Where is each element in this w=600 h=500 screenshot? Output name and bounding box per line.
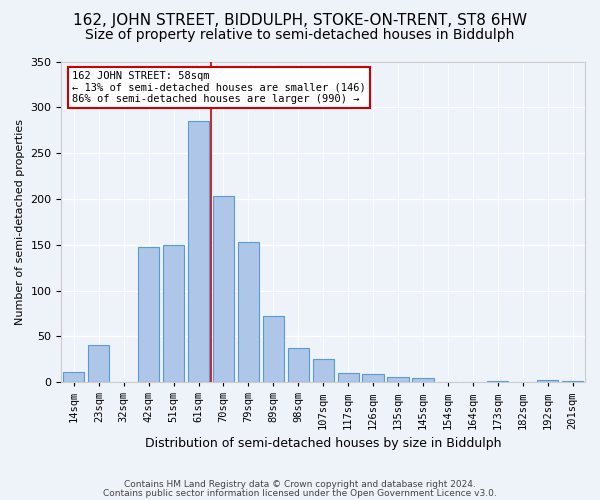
Text: Contains public sector information licensed under the Open Government Licence v3: Contains public sector information licen… [103, 488, 497, 498]
Bar [388, 376, 409, 382]
Bar [287, 348, 309, 382]
Text: Contains HM Land Registry data © Crown copyright and database right 2024.: Contains HM Land Registry data © Crown c… [124, 480, 476, 489]
Bar [138, 246, 159, 382]
Bar [313, 359, 334, 382]
Text: 162, JOHN STREET, BIDDULPH, STOKE-ON-TRENT, ST8 6HW: 162, JOHN STREET, BIDDULPH, STOKE-ON-TRE… [73, 12, 527, 28]
X-axis label: Distribution of semi-detached houses by size in Biddulph: Distribution of semi-detached houses by … [145, 437, 502, 450]
Bar [63, 372, 85, 382]
Y-axis label: Number of semi-detached properties: Number of semi-detached properties [15, 119, 25, 325]
Bar [213, 196, 234, 382]
Text: 162 JOHN STREET: 58sqm
← 13% of semi-detached houses are smaller (146)
86% of se: 162 JOHN STREET: 58sqm ← 13% of semi-det… [72, 71, 365, 104]
Bar [338, 373, 359, 382]
Bar [238, 242, 259, 382]
Bar [163, 244, 184, 382]
Bar [562, 381, 583, 382]
Bar [487, 381, 508, 382]
Bar [537, 380, 558, 382]
Bar [263, 316, 284, 382]
Bar [362, 374, 383, 382]
Bar [88, 346, 109, 382]
Bar [188, 121, 209, 382]
Text: Size of property relative to semi-detached houses in Biddulph: Size of property relative to semi-detach… [85, 28, 515, 42]
Bar [412, 378, 434, 382]
